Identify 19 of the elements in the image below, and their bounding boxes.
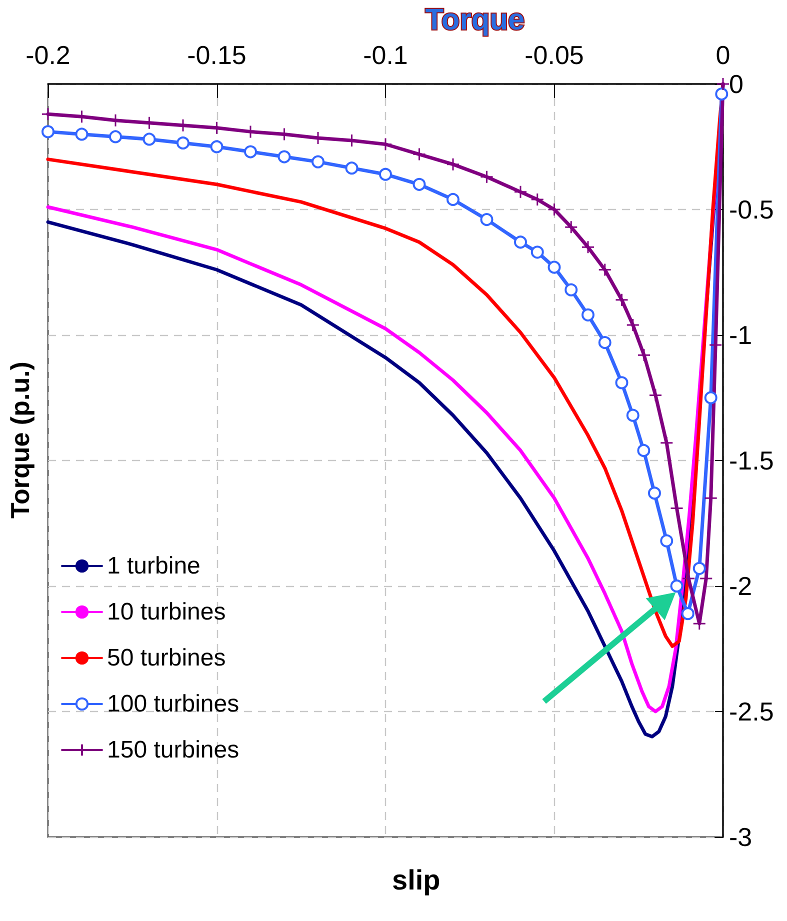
x-tick-label: -0.05 — [524, 40, 584, 70]
x-tick-label: -0.1 — [363, 40, 408, 70]
x-tick-label: -0.15 — [187, 40, 246, 70]
y-tick-label: -1.5 — [729, 446, 774, 476]
y-tick-label: -3 — [729, 822, 752, 852]
y-tick-label: -2 — [729, 571, 752, 601]
y-tick-label: -1 — [729, 320, 752, 350]
legend-label: 50 turbines — [107, 644, 226, 672]
x-tick-label: -0.2 — [26, 40, 70, 70]
y-tick-label: -0.5 — [729, 194, 774, 224]
y-tick-label: -2.5 — [729, 696, 774, 726]
legend-label: 1 turbine — [107, 552, 200, 580]
x-axis-title: slip — [392, 864, 440, 896]
legend-label: 100 turbines — [107, 690, 240, 718]
legend-label: 150 turbines — [107, 736, 240, 764]
chart-title: Torque — [425, 4, 525, 36]
y-axis-title: Torque (p.u.) — [5, 362, 35, 518]
legend-label: 10 turbines — [107, 598, 226, 626]
y-tick-label: 0 — [729, 69, 744, 99]
